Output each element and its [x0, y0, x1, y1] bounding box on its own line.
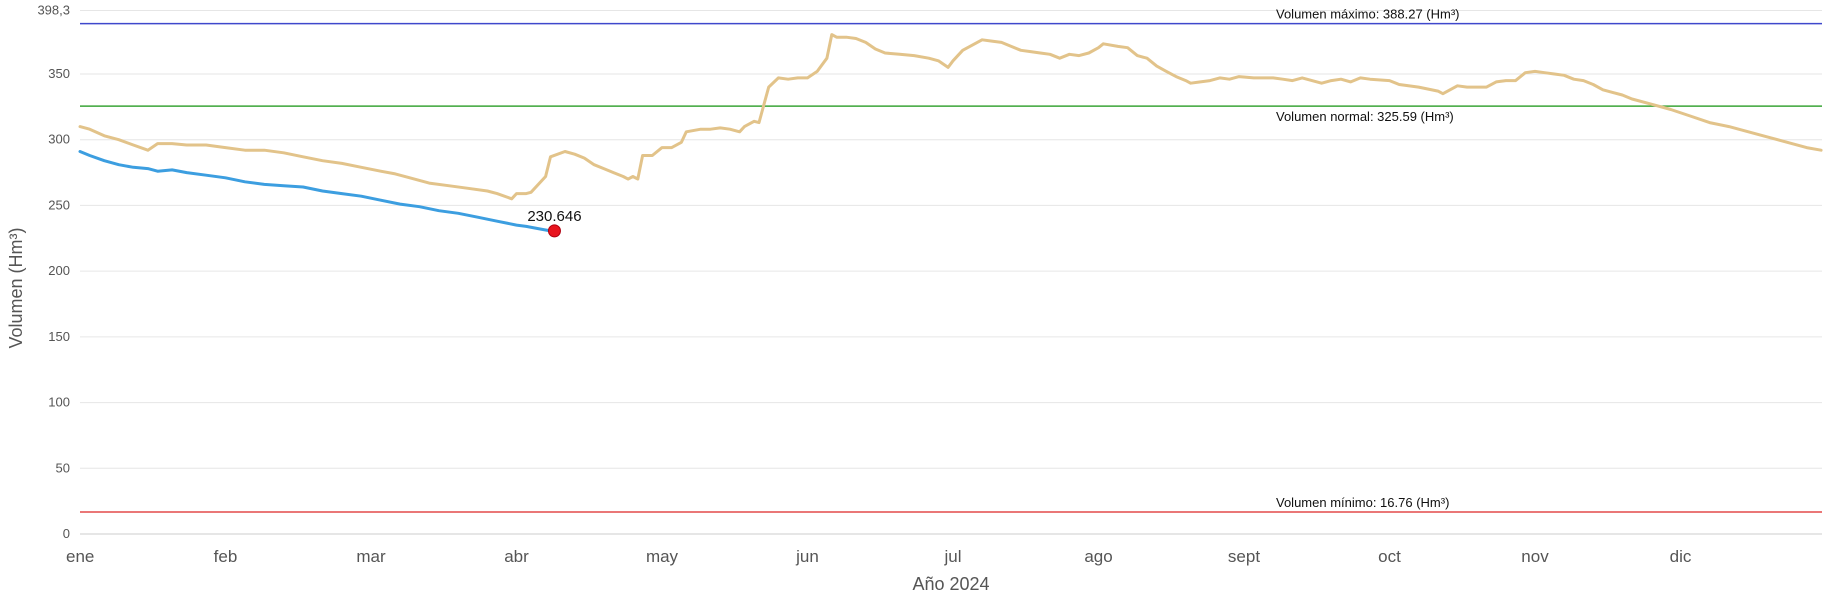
x-tick-label-jun: jun [795, 547, 819, 566]
x-tick-label-feb: feb [214, 547, 238, 566]
series-line-0 [78, 33, 1823, 201]
y-tick-label: 50 [56, 460, 70, 475]
reference-line-label-1: Volumen normal: 325.59 (Hm³) [1276, 109, 1454, 124]
x-tick-label-dic: dic [1670, 547, 1692, 566]
x-tick-label-oct: oct [1378, 547, 1401, 566]
y-tick-label: 0 [63, 526, 70, 541]
y-tick-label: 200 [48, 263, 70, 278]
grid-lines [80, 10, 1822, 469]
series-line-1 [78, 150, 552, 233]
reference-line-label-0: Volumen máximo: 388.27 (Hm³) [1276, 7, 1460, 22]
x-tick-label-mar: mar [356, 547, 386, 566]
y-tick-label: 250 [48, 197, 70, 212]
x-tick-label-may: may [646, 547, 679, 566]
x-tick-label-ago: ago [1084, 547, 1112, 566]
last-value-marker-group: 230.646 [527, 208, 582, 238]
x-axis-title: Año 2024 [912, 574, 989, 594]
y-tick-label: 150 [48, 329, 70, 344]
y-tick-label: 350 [48, 66, 70, 81]
data-series [78, 33, 1823, 233]
reference-lines: Volumen máximo: 388.27 (Hm³) Volumen norm… [80, 7, 1822, 513]
x-tick-label-abr: abr [504, 547, 529, 566]
y-tick-label: 300 [48, 132, 70, 147]
last-value-marker [547, 224, 561, 238]
reference-line-label-2: Volumen mínimo: 16.76 (Hm³) [1276, 495, 1449, 510]
x-tick-label-jul: jul [943, 547, 961, 566]
y-tick-label-top: 398,3 [37, 3, 70, 18]
last-value-label: 230.646 [527, 208, 581, 225]
x-tick-label-nov: nov [1521, 547, 1549, 566]
y-tick-label: 100 [48, 395, 70, 410]
y-axis-title: Volumen (Hm³) [6, 227, 26, 348]
x-tick-label-ene: ene [66, 547, 94, 566]
x-tick-label-sept: sept [1228, 547, 1260, 566]
axes: 0 50 100 150 200 250 300 350 398,3 ene feb mar abr ma… [37, 3, 1822, 566]
